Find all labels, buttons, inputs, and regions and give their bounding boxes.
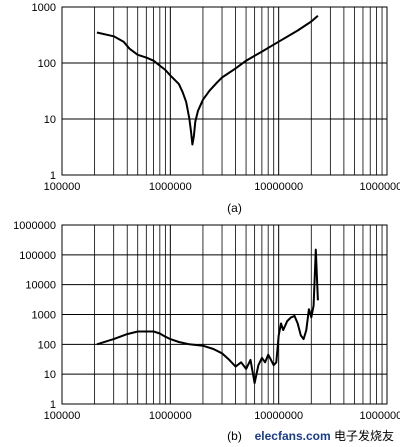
y-tick-label: 10 bbox=[44, 114, 56, 126]
x-tick-label: 100000000 bbox=[359, 181, 400, 193]
y-tick-label: 10 bbox=[44, 369, 56, 381]
y-tick-label: 10000 bbox=[25, 280, 56, 292]
plot-frame bbox=[61, 224, 388, 405]
y-tick-label: 100000 bbox=[19, 250, 56, 262]
chart-caption: (a) bbox=[227, 201, 242, 215]
plot-frame bbox=[61, 6, 388, 176]
y-tick-label: 100 bbox=[38, 339, 56, 351]
chart-caption: (b) bbox=[227, 429, 242, 443]
x-tick-label: 10000000 bbox=[254, 410, 303, 422]
series-line bbox=[96, 248, 319, 385]
chart-b: 100000 1000000 10000000 100000000 1 10 100 1000… bbox=[13, 220, 400, 443]
series-line bbox=[96, 14, 319, 146]
y-tick-label: 1 bbox=[50, 170, 56, 182]
y-tick-label: 100 bbox=[38, 58, 56, 70]
x-tick-label: 10000000 bbox=[254, 181, 303, 193]
watermark-domain: .com bbox=[302, 429, 331, 443]
y-tick-label: 1000 bbox=[32, 310, 56, 322]
watermark: elecfans.com 电子发烧友 bbox=[255, 427, 394, 444]
x-tick-label: 100000 bbox=[44, 181, 81, 193]
y-tick-label: 1000 bbox=[32, 2, 56, 14]
chart-a: 100000 1000000 10000000 100000000 1 10 100 1000… bbox=[32, 2, 400, 215]
x-tick-label: 1000000 bbox=[149, 181, 192, 193]
y-tick-label: 1 bbox=[50, 399, 56, 411]
x-tick-label: 100000 bbox=[44, 410, 81, 422]
x-tick-label: 1000000 bbox=[149, 410, 192, 422]
watermark-brand: elecfans bbox=[254, 429, 303, 443]
y-tick-label: 1000000 bbox=[13, 220, 56, 232]
watermark-cn: 电子发烧友 bbox=[333, 429, 394, 443]
x-tick-label: 100000000 bbox=[359, 410, 400, 422]
